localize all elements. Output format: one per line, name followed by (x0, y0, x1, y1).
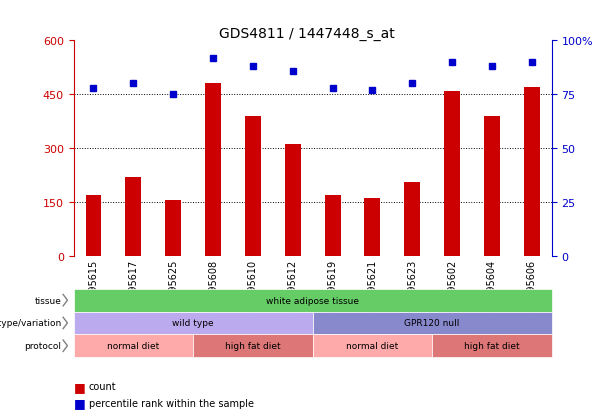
Text: high fat diet: high fat diet (464, 342, 520, 350)
Bar (405, 183, 421, 256)
Bar (245, 116, 261, 256)
Text: normal diet: normal diet (107, 342, 159, 350)
Text: count: count (89, 381, 116, 391)
Text: tissue: tissue (34, 296, 61, 305)
Text: GDS4811 / 1447448_s_at: GDS4811 / 1447448_s_at (219, 27, 394, 41)
Bar (166, 201, 181, 256)
Bar (524, 88, 539, 256)
Text: genotype/variation: genotype/variation (0, 319, 61, 328)
Bar (444, 91, 460, 256)
Bar (205, 84, 221, 256)
Text: protocol: protocol (25, 342, 61, 350)
Bar (325, 195, 341, 256)
Text: normal diet: normal diet (346, 342, 398, 350)
Text: high fat diet: high fat diet (225, 342, 281, 350)
Text: wild type: wild type (172, 319, 214, 328)
Text: percentile rank within the sample: percentile rank within the sample (89, 398, 254, 408)
Bar (86, 195, 102, 256)
Text: ■: ■ (74, 380, 85, 393)
Bar (284, 145, 300, 256)
Bar (126, 177, 142, 256)
Text: white adipose tissue: white adipose tissue (266, 296, 359, 305)
Text: GPR120 null: GPR120 null (405, 319, 460, 328)
Text: ■: ■ (74, 396, 85, 409)
Bar (364, 199, 380, 256)
Bar (484, 116, 500, 256)
